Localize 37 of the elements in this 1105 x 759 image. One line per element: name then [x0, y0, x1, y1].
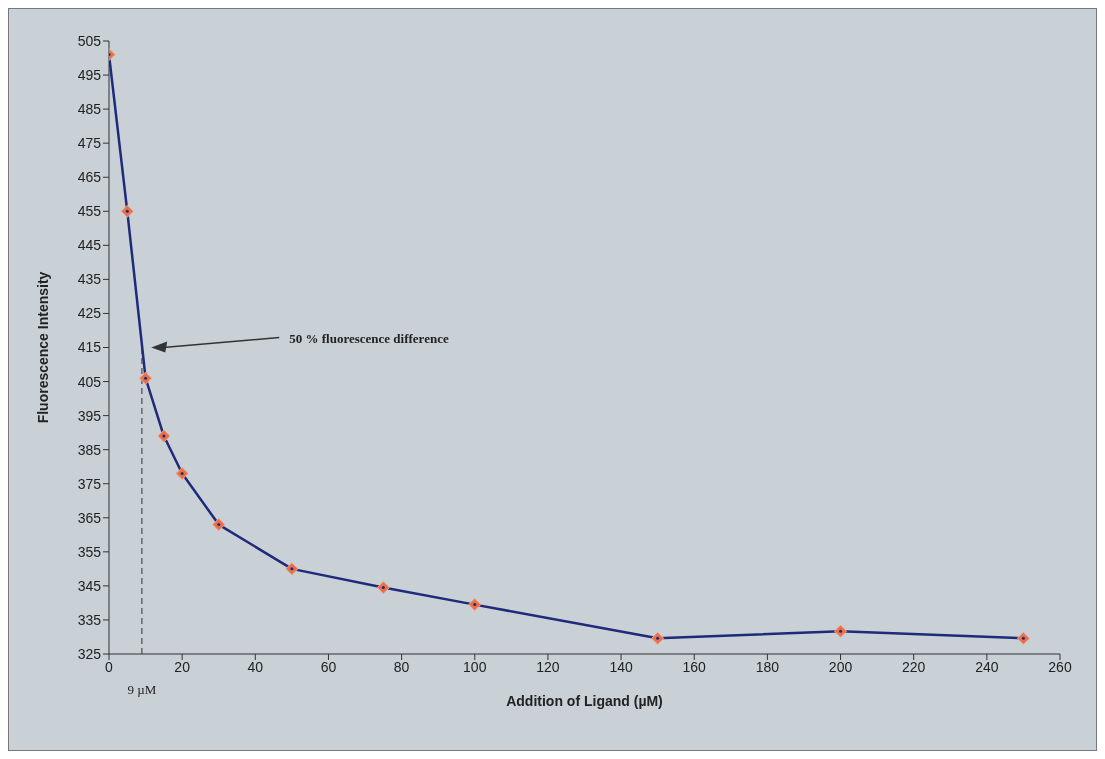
x-tick-label: 0: [105, 658, 114, 675]
y-tick-label: 355: [77, 543, 102, 560]
x-tick-label: 200: [828, 658, 853, 675]
y-tick-label: 365: [77, 509, 102, 526]
x-tick-label: 80: [393, 658, 410, 675]
y-tick-label: 405: [77, 373, 102, 390]
y-tick-label: 505: [77, 32, 102, 49]
y-tick-label: 495: [77, 67, 102, 84]
x-tick-label: 220: [902, 658, 926, 675]
y-tick-label: 455: [77, 203, 102, 220]
ref-line-label: 9 µM: [127, 682, 157, 697]
y-tick-label: 445: [77, 237, 102, 254]
x-tick-label: 40: [247, 658, 264, 675]
x-tick-label: 140: [609, 658, 633, 675]
y-tick-label: 385: [77, 441, 102, 458]
y-axis-title: Fluorescence Intensity: [34, 271, 51, 424]
y-tick-label: 435: [77, 271, 102, 288]
y-tick-label: 345: [77, 577, 102, 594]
x-tick-label: 60: [320, 658, 337, 675]
x-tick-label: 180: [755, 658, 780, 675]
y-tick-label: 485: [77, 101, 102, 118]
x-axis-title: Addition of Ligand (µM): [506, 693, 663, 709]
y-tick-label: 335: [77, 611, 102, 628]
y-tick-label: 325: [77, 645, 102, 662]
x-tick-label: 160: [682, 658, 707, 675]
y-tick-label: 465: [77, 169, 102, 186]
x-tick-label: 120: [536, 658, 560, 675]
y-tick-label: 415: [77, 339, 102, 356]
x-tick-label: 100: [463, 658, 487, 675]
x-tick-label: 260: [1048, 658, 1072, 675]
annotation: 50 % fluorescence difference: [289, 330, 449, 346]
x-tick-label: 240: [975, 658, 999, 675]
y-tick-label: 425: [77, 305, 102, 322]
x-tick-label: 20: [174, 658, 191, 675]
y-tick-label: 395: [77, 407, 102, 424]
y-tick-label: 375: [77, 475, 102, 492]
y-tick-label: 475: [77, 135, 102, 152]
